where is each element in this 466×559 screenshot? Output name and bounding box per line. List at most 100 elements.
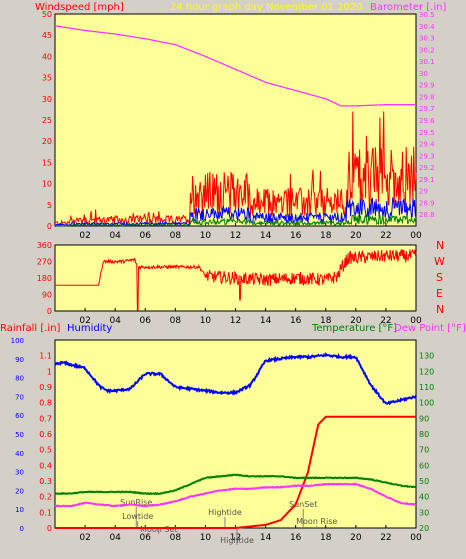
direction-time-axis-tick-label: 14 [260, 316, 272, 326]
direction-axis-tick-label: 270 [37, 258, 52, 267]
direction-time-axis-tick-label: 22 [380, 316, 391, 326]
direction-time-axis-tick-label: 18 [320, 316, 332, 326]
wind-low-series-line [54, 214, 417, 228]
direction-label-e: E [436, 287, 443, 300]
humidity-axis-tick-label: 100 [11, 337, 24, 345]
temperature-axis-tick-label: 70 [419, 446, 429, 455]
barometer-axis-tick-label: 30.5 [419, 11, 435, 19]
temperature-axis-tick-label: 40 [419, 493, 429, 502]
wind-time-axis-tick-label: 08 [170, 231, 182, 241]
barometer-axis-tick-label: 29.9 [419, 82, 435, 90]
direction-label-n-bottom: N [436, 303, 444, 316]
temperature-axis-tick-label: 90 [419, 414, 429, 423]
humidity-axis-tick-label: 50 [15, 431, 24, 439]
wind-plot-area [54, 13, 417, 227]
humidity-axis-tick-label: 30 [15, 469, 24, 477]
wind-direction-series-line [55, 248, 417, 311]
wind-time-axis-tick-label: 10 [200, 231, 212, 241]
humidity-axis-tick-label: 10 [15, 506, 24, 514]
temperature-axis-tick-label: 20 [419, 524, 429, 533]
direction-time-axis-tick-label: 04 [109, 316, 121, 326]
rainfall-axis-tick-label: 0.3 [39, 477, 52, 486]
temperature-series-line [54, 473, 417, 496]
rainfall-axis-tick-label: 0.7 [39, 414, 52, 423]
annotation-label: SunRise [120, 498, 152, 507]
wind-time-axis-tick-label: 02 [79, 231, 90, 241]
rain-time-axis-tick-label: 10 [200, 533, 212, 543]
direction-axis-tick-label: 0 [47, 307, 52, 316]
windspeed-axis-tick-label: 35 [42, 74, 52, 83]
wind-time-axis-tick-label: 04 [109, 231, 121, 241]
barometer-axis-tick-label: 29.4 [419, 141, 435, 149]
rainfall-axis-tick-label: 0.6 [39, 430, 52, 439]
rain-time-axis-tick-label: 22 [380, 533, 391, 543]
rain-humidity-plot-area [54, 339, 417, 529]
rainfall-axis-tick-label: 1 [47, 367, 52, 376]
humidity-axis-tick-label: 90 [15, 356, 24, 364]
windspeed-label: Windspeed [mph] [35, 2, 124, 13]
humidity-series-line [54, 352, 417, 406]
rain-time-axis-tick-label: 14 [260, 533, 272, 543]
temperature-axis-tick-label: 120 [419, 367, 434, 376]
windspeed-axis-tick-label: 50 [42, 10, 52, 19]
rainfall-axis-tick-label: 0.9 [39, 383, 52, 392]
direction-time-axis-tick-label: 10 [200, 316, 212, 326]
direction-time-axis-tick-label: 12 [230, 316, 241, 326]
dewpoint-series-line [54, 482, 417, 508]
temperature-axis-tick-label: 30 [419, 508, 429, 517]
graph-title: 24 hour graph day November 01 2020 [170, 2, 363, 13]
dewpoint-label: Dew Point [°F] [394, 323, 466, 334]
rainfall-axis-tick-label: 0 [47, 524, 52, 533]
windspeed-axis-tick-label: 5 [47, 201, 52, 210]
direction-label-n-top: N [436, 239, 444, 252]
barometer-axis-tick-label: 30.3 [419, 35, 435, 43]
wind-time-axis-tick-label: 00 [410, 231, 422, 241]
barometer-axis-tick-label: 29.1 [419, 176, 435, 184]
direction-axis-tick-label: 360 [37, 241, 52, 250]
direction-time-axis-tick-label: 06 [140, 316, 152, 326]
rainfall-axis-tick-label: 0.8 [39, 399, 52, 408]
temperature-axis-tick-label: 130 [419, 352, 434, 361]
barometer-axis-tick-label: 29.5 [419, 129, 435, 137]
humidity-label: Humidity [67, 323, 112, 334]
chart-marks: 0510152025303540455028.828.92929.129.229… [11, 10, 435, 545]
wind-time-axis-tick-label: 06 [140, 231, 152, 241]
barometer-axis-tick-label: 29.8 [419, 93, 435, 101]
windspeed-axis-tick-label: 40 [42, 52, 52, 61]
direction-label-w: W [434, 255, 445, 268]
barometer-axis-tick-label: 29.6 [419, 117, 435, 125]
wind-average-series-line [54, 196, 417, 227]
windspeed-axis-tick-label: 15 [42, 158, 52, 167]
rainfall-axis-tick-label: 0.1 [39, 508, 52, 517]
humidity-axis-tick-label: 20 [15, 487, 24, 495]
barometer-axis-tick-label: 29 [419, 188, 428, 196]
rain-time-axis-tick-label: 08 [170, 533, 182, 543]
temperature-axis-tick-label: 60 [419, 461, 429, 470]
rainfall-axis-tick-label: 1.1 [39, 352, 52, 361]
barometer-label: Barometer [.in] [370, 2, 446, 13]
direction-time-axis-tick-label: 20 [350, 316, 362, 326]
annotation-label: Hightide [208, 508, 242, 517]
rainfall-axis-tick-label: 0.5 [39, 446, 52, 455]
barometer-series-line [54, 25, 416, 107]
rainfall-series-line [55, 415, 416, 529]
temperature-axis-tick-label: 80 [419, 430, 429, 439]
annotation-label: SunSet [289, 500, 317, 509]
direction-axis-tick-label: 90 [42, 291, 52, 300]
humidity-axis-tick-label: 40 [15, 450, 24, 458]
rain-time-axis-tick-label: 02 [79, 533, 90, 543]
windspeed-axis-tick-label: 30 [42, 95, 52, 104]
temperature-label: Temperature [°F] [311, 323, 397, 334]
rain-time-axis-tick-label: 00 [410, 533, 422, 543]
rainfall-axis-tick-label: 0.4 [39, 461, 52, 470]
barometer-axis-tick-label: 29.3 [419, 152, 435, 160]
direction-time-axis-tick-label: 08 [170, 316, 182, 326]
direction-time-axis-tick-label: 16 [290, 316, 302, 326]
wind-time-axis-tick-label: 18 [320, 231, 332, 241]
windspeed-axis-tick-label: 25 [42, 116, 52, 125]
wind-time-axis-tick-label: 16 [290, 231, 302, 241]
rain-time-axis-tick-label: 20 [350, 533, 362, 543]
temperature-axis-tick-label: 100 [419, 399, 434, 408]
